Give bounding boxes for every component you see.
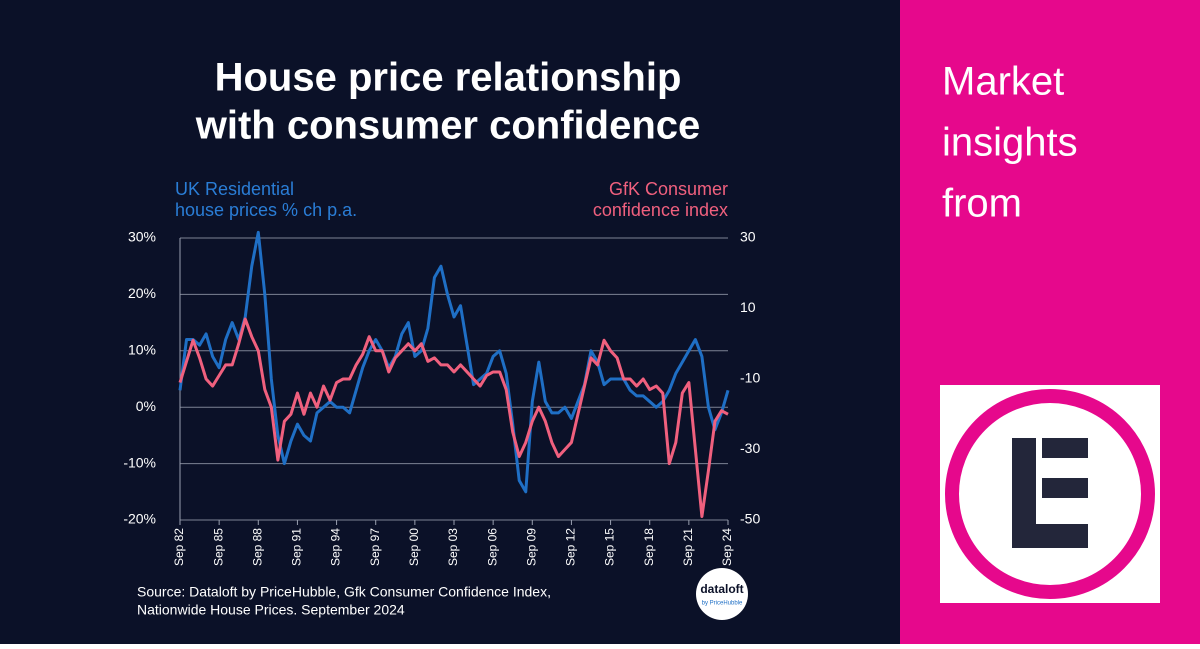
y2-tick-label: -10 [740,370,760,386]
source: Source: Dataloft by PriceHubble, Gfk Con… [137,584,551,600]
x-tick-label: Sep 88 [250,528,264,566]
x-tick-label: Sep 24 [720,528,734,566]
y-tick-label: -10% [123,454,156,470]
y-tick-label: 20% [128,285,156,301]
brand-logo-e [1042,438,1088,498]
x-tick-label: Sep 82 [172,528,186,566]
x-tick-label: Sep 97 [368,528,382,566]
y2-tick-label: 30 [740,229,756,245]
y-tick-label: 0% [136,398,156,414]
x-tick-label: Sep 85 [211,528,225,566]
y-tick-label: 30% [128,229,156,245]
x-tick-label: Sep 21 [681,528,695,566]
brand-logo-ring [945,389,1155,599]
x-tick-label: Sep 94 [329,528,343,566]
y2-axis-label: GfK Consumer [609,179,728,199]
x-tick-label: Sep 09 [524,528,538,566]
logo-text: dataloft [700,582,743,596]
y-tick-label: 10% [128,342,156,358]
y2-tick-label: 10 [740,299,756,315]
logo-badge [696,568,748,620]
chart-title: with consumer confidence [195,104,701,148]
sidebar-heading: insights [942,121,1078,165]
y-axis-label: UK Residential [175,179,294,199]
x-tick-label: Sep 12 [564,528,578,566]
series-line [178,317,729,518]
chart-title: House price relationship [215,56,682,100]
x-tick-label: Sep 03 [446,528,460,566]
sidebar-heading: from [942,182,1022,226]
x-tick-label: Sep 06 [485,528,499,566]
y2-tick-label: -50 [740,511,760,527]
sidebar-heading: Market [942,60,1064,104]
logo-text: by PriceHubble [702,601,743,607]
x-tick-label: Sep 91 [290,528,304,566]
brand-logo-l [1012,438,1088,548]
source: Nationwide House Prices. September 2024 [137,602,405,618]
x-tick-label: Sep 18 [642,528,656,566]
series-line [178,230,730,494]
y-axis-label: house prices % ch p.a. [175,200,357,220]
y2-axis-label: confidence index [593,200,728,220]
y-tick-label: -20% [123,511,156,527]
y2-tick-label: -30 [740,440,760,456]
chart-panel [0,0,900,644]
x-tick-label: Sep 15 [603,528,617,566]
x-tick-label: Sep 00 [407,528,421,566]
